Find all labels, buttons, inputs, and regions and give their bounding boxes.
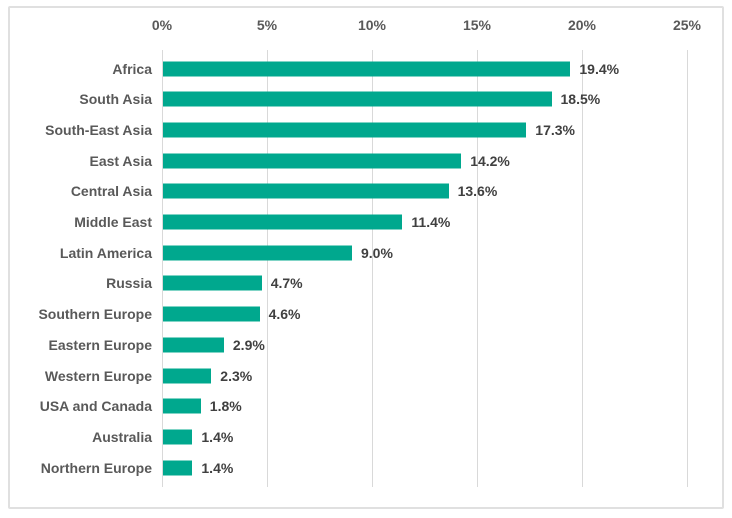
vertical-gridline xyxy=(687,50,688,487)
category-label: South-East Asia xyxy=(45,121,152,138)
vertical-gridline xyxy=(372,50,373,487)
bar xyxy=(163,61,571,76)
bar xyxy=(163,214,403,230)
data-label: 4.7% xyxy=(270,275,303,292)
x-axis-tick-label: 20% xyxy=(567,17,597,33)
category-label: Central Asia xyxy=(70,183,152,200)
data-label: 18.5% xyxy=(560,91,601,108)
bar xyxy=(163,275,262,291)
data-label: 2.3% xyxy=(220,367,253,384)
data-label: 11.4% xyxy=(411,214,451,230)
x-axis-tick-label: 0% xyxy=(151,17,173,33)
bar xyxy=(163,245,352,261)
data-label: 4.6% xyxy=(268,306,301,323)
vertical-gridline xyxy=(267,50,268,487)
data-label: 2.9% xyxy=(232,336,265,353)
data-label: 17.3% xyxy=(535,121,575,138)
bar xyxy=(163,183,449,199)
category-label: Australia xyxy=(92,428,152,445)
category-label: Middle East xyxy=(74,214,152,230)
category-label: Southern Europe xyxy=(38,306,152,323)
data-label: 19.4% xyxy=(579,60,620,77)
x-axis-tick-label: 10% xyxy=(357,17,387,33)
bar xyxy=(163,122,527,138)
bar xyxy=(163,460,193,476)
category-label: Eastern Europe xyxy=(48,336,152,353)
data-label: 14.2% xyxy=(470,152,510,169)
bar xyxy=(163,429,193,445)
data-label: 1.8% xyxy=(209,398,242,415)
category-label: Africa xyxy=(112,60,152,77)
x-axis-tick-label: 25% xyxy=(672,17,702,33)
bar xyxy=(163,153,462,169)
y-axis-line xyxy=(162,50,163,487)
vertical-gridline xyxy=(582,50,583,487)
category-label: Russia xyxy=(106,275,152,292)
bar xyxy=(163,398,201,414)
vertical-gridline xyxy=(477,50,478,487)
x-axis-tick-label: 15% xyxy=(462,17,492,33)
bar xyxy=(163,337,224,353)
bar xyxy=(163,368,212,383)
data-label: 9.0% xyxy=(361,244,393,261)
category-label: Northern Europe xyxy=(40,459,152,476)
data-label: 13.6% xyxy=(457,183,498,200)
x-axis-tick-label: 5% xyxy=(256,17,278,33)
category-label: Latin America xyxy=(59,244,152,261)
category-label: South Asia xyxy=(79,91,152,108)
data-label: 1.4% xyxy=(201,459,234,476)
category-label: East Asia xyxy=(89,152,152,169)
chart-frame xyxy=(8,6,724,509)
bar xyxy=(163,91,552,107)
data-label: 1.4% xyxy=(201,428,234,445)
bar xyxy=(163,306,260,322)
category-label: USA and Canada xyxy=(39,398,152,415)
category-label: Western Europe xyxy=(44,367,152,384)
